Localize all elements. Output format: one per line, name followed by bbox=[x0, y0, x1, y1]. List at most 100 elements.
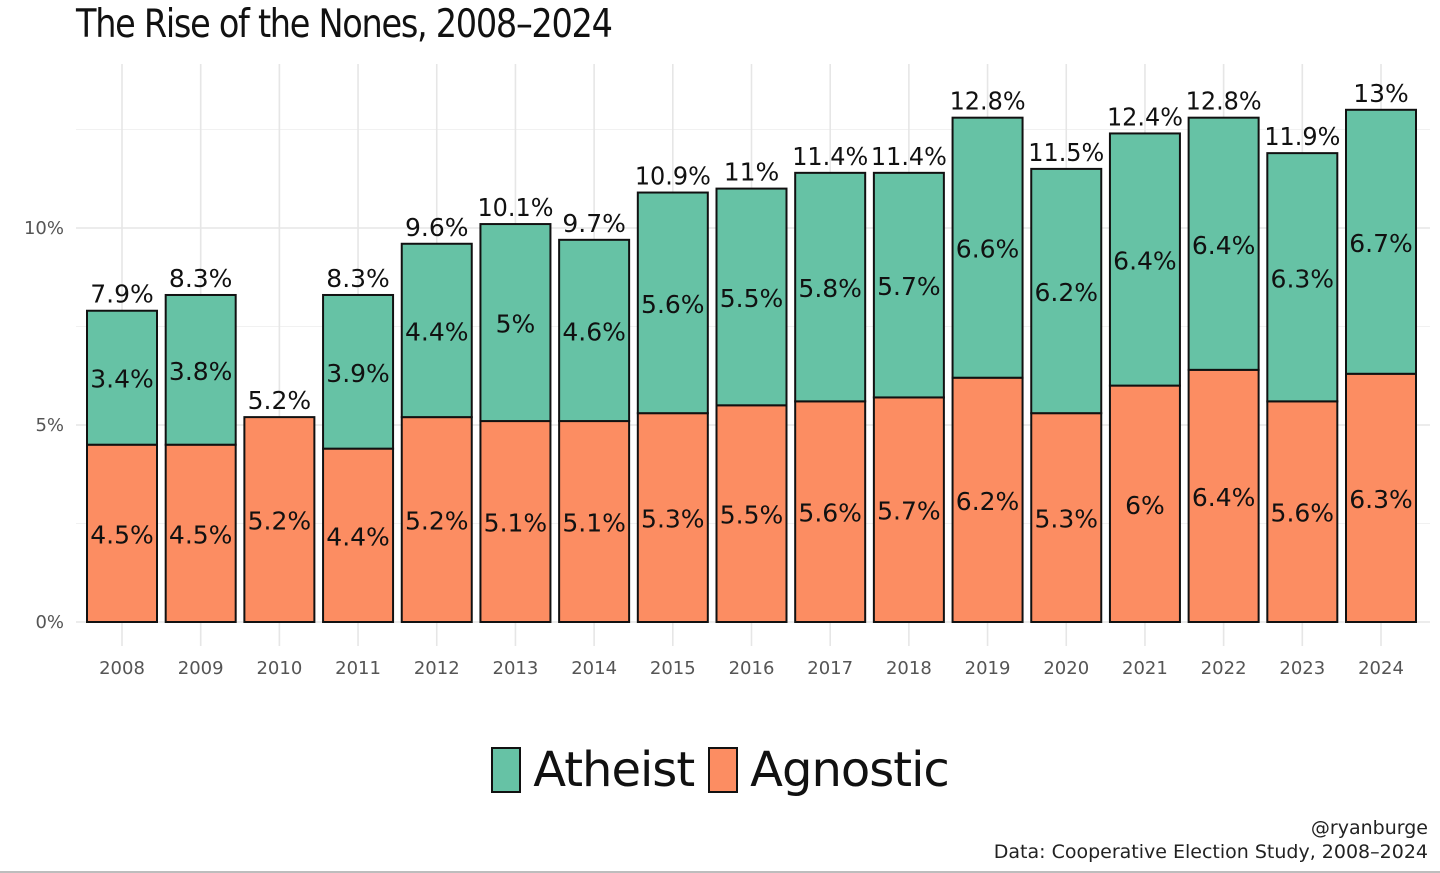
legend-item-atheist: Atheist bbox=[491, 742, 695, 798]
y-tick-label: 0% bbox=[35, 612, 64, 633]
data-label-total: 7.9% bbox=[90, 280, 154, 309]
bars: 4.5% 3.4% 7.9% 4.5% 3.8% 8.3% 5.2% 5.2% 4.4% 3.9%… bbox=[86, 79, 1417, 624]
data-label-agnostic: 5.1% bbox=[562, 509, 626, 538]
data-label-agnostic: 5.2% bbox=[405, 507, 469, 536]
author-handle: @ryanburge bbox=[1310, 817, 1428, 839]
data-label-atheist: 5.7% bbox=[877, 272, 941, 301]
y-tick-label: 5% bbox=[35, 415, 64, 436]
data-label-agnostic: 4.5% bbox=[90, 520, 154, 549]
bar-agnostic-2019 bbox=[951, 376, 1024, 623]
data-label-total: 12.4% bbox=[1107, 102, 1183, 131]
x-tick-label: 2024 bbox=[1358, 658, 1404, 679]
bar-atheist-2023 bbox=[1266, 152, 1339, 403]
bar-atheist-2018 bbox=[872, 171, 945, 399]
legend-key-atheist bbox=[491, 747, 522, 793]
bar-atheist-2019 bbox=[951, 116, 1024, 379]
data-label-agnostic: 5.3% bbox=[1034, 505, 1098, 534]
x-tick-label: 2013 bbox=[493, 658, 539, 679]
data-label-atheist: 5.6% bbox=[641, 290, 705, 319]
data-label-agnostic: 5.2% bbox=[248, 507, 312, 536]
data-label-agnostic: 6.3% bbox=[1349, 485, 1413, 514]
x-tick-label: 2016 bbox=[729, 658, 775, 679]
bar-atheist-2021 bbox=[1108, 132, 1181, 387]
bar-atheist-2017 bbox=[794, 171, 867, 403]
data-source: Data: Cooperative Election Study, 2008–2… bbox=[993, 841, 1428, 863]
chart-title: The Rise of the Nones, 2008–2024 bbox=[76, 2, 613, 47]
bar-agnostic-2008 bbox=[86, 443, 158, 624]
data-label-agnostic: 5.3% bbox=[641, 505, 705, 534]
data-label-agnostic: 5.1% bbox=[484, 509, 548, 538]
legend-label-agnostic: Agnostic bbox=[750, 742, 950, 798]
x-tick-label: 2019 bbox=[965, 658, 1011, 679]
x-tick-label: 2020 bbox=[1043, 658, 1089, 679]
data-label-agnostic: 6% bbox=[1125, 491, 1165, 520]
data-label-agnostic: 5.6% bbox=[1271, 499, 1335, 528]
x-tick-label: 2015 bbox=[650, 658, 696, 679]
data-label-atheist: 3.9% bbox=[326, 359, 390, 388]
x-tick-label: 2021 bbox=[1122, 658, 1168, 679]
bar-agnostic-2023 bbox=[1266, 400, 1339, 623]
data-label-atheist: 5.8% bbox=[798, 274, 862, 303]
x-tick-label: 2008 bbox=[99, 658, 145, 679]
x-tick-label: 2011 bbox=[335, 658, 381, 679]
bottom-divider bbox=[0, 871, 1440, 873]
y-tick-label: 10% bbox=[24, 218, 64, 239]
stacked-bar-chart: 0% 5% 10% 4.5% 3.4% 7.9% 4.5% 3.8% 8.3% 5.2% 5.2%… bbox=[24, 64, 1430, 679]
bar-atheist-2014 bbox=[558, 238, 631, 423]
data-label-total: 11% bbox=[724, 158, 780, 187]
data-label-atheist: 3.8% bbox=[169, 357, 233, 386]
bar-agnostic-2014 bbox=[558, 420, 631, 623]
legend-label-atheist: Atheist bbox=[533, 742, 695, 798]
bar-atheist-2020 bbox=[1030, 167, 1103, 415]
x-tick-label: 2014 bbox=[571, 658, 617, 679]
x-axis-tick-labels: 2008 2009 2010 2011 2012 2013 2014 2015 2016 2017… bbox=[99, 658, 1404, 679]
data-label-atheist: 6.4% bbox=[1192, 231, 1256, 260]
data-label-agnostic: 5.5% bbox=[720, 501, 784, 530]
data-label-agnostic: 4.4% bbox=[326, 522, 390, 551]
data-label-total: 8.3% bbox=[326, 264, 390, 293]
x-tick-label: 2010 bbox=[256, 658, 302, 679]
data-label-total: 9.7% bbox=[562, 209, 626, 238]
data-label-total: 11.9% bbox=[1264, 122, 1340, 151]
bar-atheist-2011 bbox=[322, 293, 395, 450]
data-label-atheist: 6.6% bbox=[956, 235, 1020, 264]
bar-agnostic-2022 bbox=[1187, 368, 1260, 623]
data-label-atheist: 5.5% bbox=[720, 284, 784, 313]
data-label-atheist: 6.3% bbox=[1271, 264, 1335, 293]
bar-agnostic-2009 bbox=[164, 443, 237, 624]
legend: Atheist Agnostic bbox=[0, 735, 1440, 805]
bar-atheist-2012 bbox=[400, 242, 473, 419]
data-label-total: 10.9% bbox=[635, 162, 711, 191]
data-label-total: 5.2% bbox=[248, 386, 312, 415]
bar-atheist-2009 bbox=[164, 293, 237, 446]
data-label-total: 11.4% bbox=[792, 142, 868, 171]
data-label-agnostic: 5.7% bbox=[877, 497, 941, 526]
bar-atheist-2024 bbox=[1345, 108, 1417, 375]
data-label-total: 9.6% bbox=[405, 213, 469, 242]
x-tick-label: 2022 bbox=[1201, 658, 1247, 679]
bar-agnostic-2015 bbox=[636, 412, 709, 623]
bar-atheist-2013 bbox=[479, 223, 552, 423]
bar-agnostic-2011 bbox=[322, 447, 395, 624]
caption: @ryanburge Data: Cooperative Election St… bbox=[994, 816, 1428, 864]
data-label-total: 12.8% bbox=[1186, 87, 1262, 116]
bar-agnostic-2021 bbox=[1108, 384, 1181, 623]
y-axis-tick-labels: 0% 5% 10% bbox=[24, 218, 64, 633]
data-label-total: 12.8% bbox=[950, 87, 1026, 116]
data-label-atheist: 6.2% bbox=[1034, 278, 1098, 307]
bar-agnostic-2017 bbox=[794, 400, 867, 623]
data-label-atheist: 5% bbox=[496, 310, 536, 339]
data-label-atheist: 6.4% bbox=[1113, 247, 1177, 276]
bar-agnostic-2024 bbox=[1345, 372, 1417, 623]
data-label-agnostic: 6.4% bbox=[1192, 483, 1256, 512]
bar-agnostic-2020 bbox=[1030, 412, 1103, 623]
bar-agnostic-2018 bbox=[872, 396, 945, 624]
legend-item-agnostic: Agnostic bbox=[708, 742, 950, 798]
data-label-atheist: 3.4% bbox=[90, 365, 154, 394]
data-label-atheist: 6.7% bbox=[1349, 229, 1413, 258]
bar-atheist-2016 bbox=[715, 187, 788, 407]
data-label-agnostic: 4.5% bbox=[169, 520, 233, 549]
x-tick-label: 2023 bbox=[1279, 658, 1325, 679]
data-label-agnostic: 5.6% bbox=[798, 499, 862, 528]
x-tick-label: 2018 bbox=[886, 658, 932, 679]
